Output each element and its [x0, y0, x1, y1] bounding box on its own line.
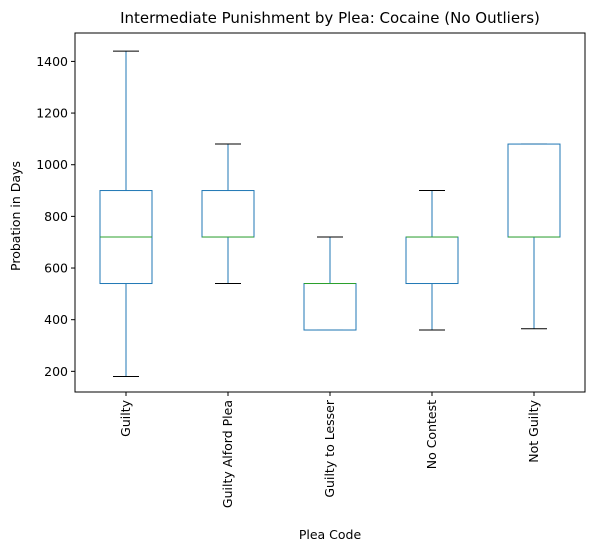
y-tick-label-200: 200 — [44, 364, 68, 379]
plot-area: 200 400 600 800 1000 1200 1400 Guilty Guilty Alf… — [36, 32, 586, 508]
chart-title: Intermediate Punishment by Plea: Cocaine… — [120, 9, 540, 27]
x-tick-label-guilty-alford-plea: Guilty Alford Plea — [220, 400, 235, 508]
box-not-guilty — [507, 143, 561, 238]
y-tick-label-1400: 1400 — [36, 54, 68, 69]
box-no-contest — [405, 236, 459, 285]
y-tick-label-1200: 1200 — [36, 106, 68, 121]
y-tick-label-800: 800 — [44, 209, 68, 224]
x-tick-label-no-contest: No Contest — [424, 400, 439, 469]
x-tick-label-guilty-to-lesser: Guilty to Lesser — [322, 399, 337, 497]
x-tick-label-not-guilty: Not Guilty — [526, 399, 541, 462]
x-tick-label-guilty: Guilty — [118, 399, 133, 436]
y-tick-label-400: 400 — [44, 312, 68, 327]
y-tick-label-600: 600 — [44, 261, 68, 276]
y-tick-label-1000: 1000 — [36, 157, 68, 172]
y-axis-label: Probation in Days — [8, 161, 23, 271]
x-axis-label: Plea Code — [299, 527, 362, 542]
box-guilty-alford-plea — [201, 190, 255, 238]
box-guilty-to-lesser — [303, 283, 357, 331]
